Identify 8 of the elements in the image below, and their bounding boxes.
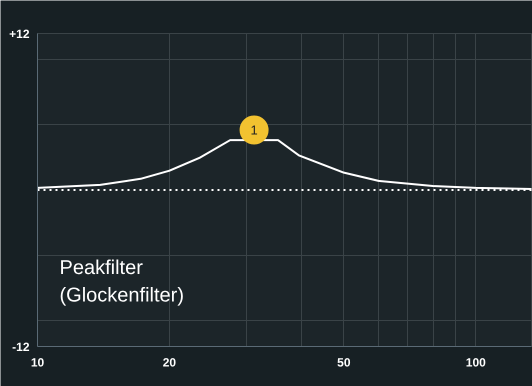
y-tick-label: -12 [12,340,30,354]
annotation: 1 [250,122,258,138]
x-tick-label: 20 [162,356,176,370]
x-tick-label: 50 [337,356,351,370]
y-tick-label: +12 [9,27,30,41]
x-tick-label: 10 [30,356,44,370]
x-tick-label: 100 [466,356,486,370]
annotation: Peakfilter (Glockenfilter) [60,257,184,306]
